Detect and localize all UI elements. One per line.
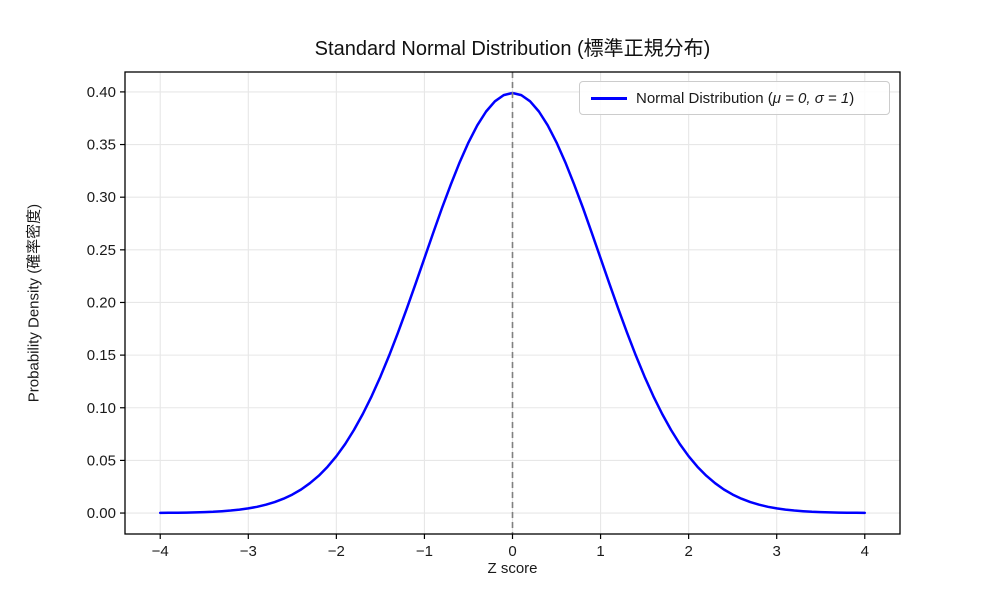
legend: Normal Distribution (μ = 0, σ = 1): [579, 81, 890, 115]
y-tick-label: 0.15: [87, 347, 116, 364]
y-tick-label: 0.20: [87, 294, 116, 311]
x-tick-label: 2: [684, 543, 692, 560]
x-tick-label: −3: [240, 543, 257, 560]
x-tick-label: −1: [416, 543, 433, 560]
x-tick-label: 3: [773, 543, 781, 560]
x-tick-label: −4: [152, 543, 169, 560]
x-tick-label: 4: [861, 543, 869, 560]
y-tick-label: 0.00: [87, 505, 116, 522]
x-tick-label: 1: [596, 543, 604, 560]
y-tick-label: 0.10: [87, 400, 116, 417]
legend-line-sample: [591, 96, 627, 100]
y-tick-label: 0.35: [87, 137, 116, 154]
legend-label: Normal Distribution (μ = 0, σ = 1): [636, 90, 854, 107]
y-tick-label: 0.40: [87, 84, 116, 101]
y-tick-label: 0.30: [87, 189, 116, 206]
chart-title: Standard Normal Distribution (標準正規分布): [314, 38, 711, 60]
x-tick-label: 0: [508, 543, 516, 560]
x-axis-label: Z score: [487, 560, 538, 577]
x-tick-label: −2: [328, 543, 345, 560]
legend-label-suffix: ): [849, 89, 855, 107]
legend-label-math: μ = 0, σ = 1: [772, 89, 850, 107]
y-tick-label: 0.05: [87, 452, 116, 469]
legend-label-prefix: Normal Distribution (: [636, 89, 773, 107]
y-tick-label: 0.25: [87, 242, 116, 259]
y-axis-label: Probability Density (確率密度): [25, 203, 43, 403]
